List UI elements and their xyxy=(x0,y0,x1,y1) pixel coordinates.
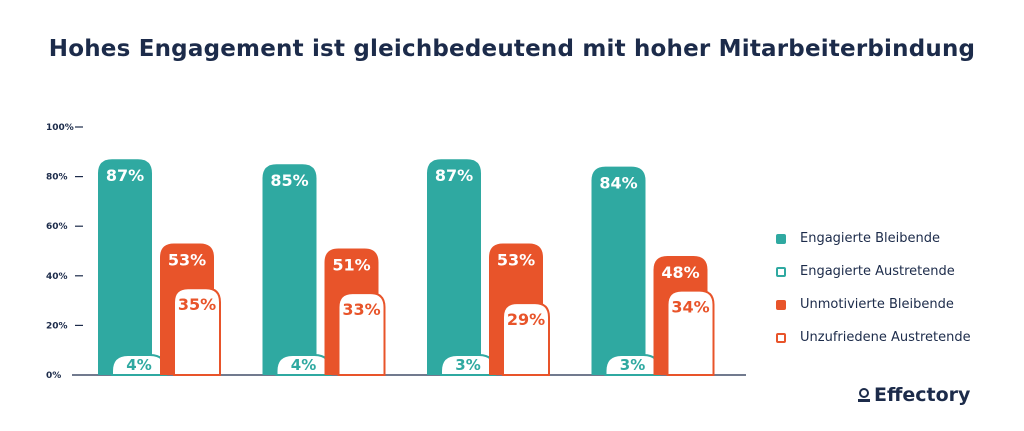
bar-unzufriedene-austretende xyxy=(337,292,386,376)
data-label-engagierte-austretende: 3% xyxy=(455,356,480,374)
logo-text: Effectory xyxy=(874,384,971,406)
y-tick-label: 40% xyxy=(46,272,68,282)
bar-engagierte-bleibende xyxy=(262,164,317,375)
effectory-logo: Effectory xyxy=(858,384,970,406)
data-label-engagierte-bleibende: 87% xyxy=(106,166,144,185)
legend-swatch-teal-outline xyxy=(776,266,786,277)
legend-swatch-orange-outline xyxy=(776,332,786,343)
bar-unzufriedene-austretende xyxy=(502,302,550,376)
y-tick-label: 0% xyxy=(46,371,61,381)
legend: Engagierte Bleibende Engagierte Austrete… xyxy=(776,222,971,354)
legend-swatch-orange-filled xyxy=(776,299,786,310)
legend-swatch-teal-filled xyxy=(776,233,786,244)
data-label-unzufriedene-austretende: 34% xyxy=(671,298,709,317)
data-label-unmotivierte-bleibende: 48% xyxy=(661,263,699,282)
bar-unzufriedene-austretende xyxy=(173,287,221,376)
data-label-engagierte-austretende: 3% xyxy=(620,356,645,374)
bar-engagierte-bleibende xyxy=(427,159,481,375)
y-tick-label: 20% xyxy=(46,321,68,331)
legend-item-unzufriedene-austretende: Unzufriedene Austretende xyxy=(776,321,971,354)
data-label-unzufriedene-austretende: 35% xyxy=(178,295,216,314)
effectory-logo-icon xyxy=(858,388,870,402)
legend-label: Engagierte Austretende xyxy=(800,264,955,279)
y-tick-label: 80% xyxy=(46,173,68,183)
y-tick-label: 100% xyxy=(46,123,74,133)
data-label-engagierte-bleibende: 87% xyxy=(435,166,473,185)
legend-label: Engagierte Bleibende xyxy=(800,231,940,246)
data-label-unmotivierte-bleibende: 53% xyxy=(497,251,535,270)
chart-title: Hohes Engagement ist gleichbedeutend mit… xyxy=(48,36,976,62)
data-label-engagierte-austretende: 4% xyxy=(126,356,151,374)
data-label-unmotivierte-bleibende: 51% xyxy=(332,256,370,275)
y-tick-label: 60% xyxy=(46,222,68,232)
data-label-unmotivierte-bleibende: 53% xyxy=(168,251,206,270)
data-label-engagierte-austretende: 4% xyxy=(291,356,316,374)
data-label-unzufriedene-austretende: 29% xyxy=(507,310,545,329)
legend-label: Unmotivierte Bleibende xyxy=(800,297,954,312)
legend-item-engagierte-bleibende: Engagierte Bleibende xyxy=(776,222,971,255)
data-label-engagierte-bleibende: 84% xyxy=(599,174,637,193)
bar-engagierte-bleibende xyxy=(98,159,152,375)
data-label-unzufriedene-austretende: 33% xyxy=(342,300,380,319)
legend-item-engagierte-austretende: Engagierte Austretende xyxy=(776,255,971,288)
legend-label: Unzufriedene Austretende xyxy=(800,330,971,345)
legend-item-unmotivierte-bleibende: Unmotivierte Bleibende xyxy=(776,288,971,321)
bar-unzufriedene-austretende xyxy=(666,289,715,376)
data-label-engagierte-bleibende: 85% xyxy=(270,171,308,190)
bar-engagierte-bleibende xyxy=(591,166,646,375)
